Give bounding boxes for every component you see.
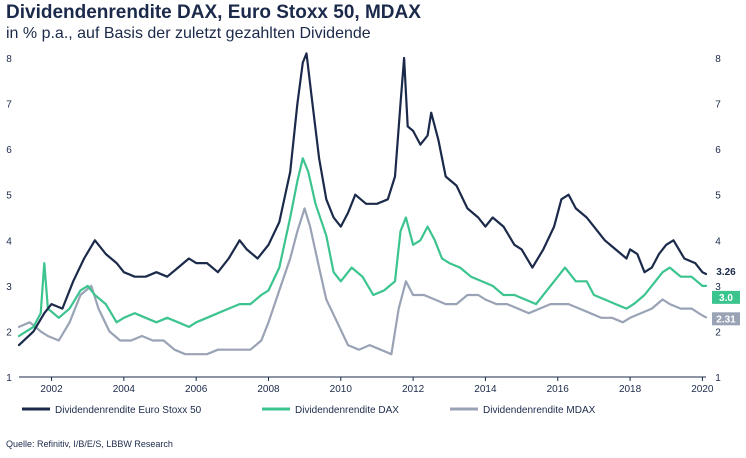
chart-legend: Dividendenrendite Euro Stoxx 50 Dividende… (22, 405, 596, 416)
x-tick-label: 2014 (474, 384, 497, 395)
y-tick-label-left: 7 (6, 100, 12, 111)
series-end-labels: 3.26 3.0 2.31 (712, 265, 740, 326)
y-tick-label-left: 3 (6, 282, 12, 293)
x-tick-label: 2016 (547, 384, 570, 395)
y-tick-label-right: 7 (715, 100, 721, 111)
x-tick-label: 2010 (330, 384, 353, 395)
end-label-eurostoxx50: 3.26 (716, 267, 736, 278)
series-line-dax (17, 157, 708, 338)
end-label-mdax: 2.31 (716, 314, 736, 325)
y-tick-label-right: 5 (715, 191, 721, 202)
x-tick-label: 2012 (402, 384, 425, 395)
y-tick-label-left: 2 (6, 327, 12, 338)
chart-title: Dividendenrendite DAX, Euro Stoxx 50, MD… (6, 2, 421, 23)
y-tick-label-right: 4 (715, 236, 721, 247)
chart-subtitle: in % p.a., auf Basis der zuletzt gezahlt… (6, 25, 371, 42)
y-tick-label-right: 1 (715, 373, 721, 384)
chart-axes: 2002 2004 2006 2008 2010 2012 2014 2016 2018 2020… (6, 54, 721, 395)
y-tick-label-right: 8 (715, 54, 721, 65)
y-tick-label-left: 8 (6, 54, 12, 65)
y-tick-label-left: 6 (6, 145, 12, 156)
x-tick-label: 2018 (619, 384, 642, 395)
y-tick-label-right: 6 (715, 145, 721, 156)
y-tick-label-right: 2 (715, 327, 721, 338)
series-line-eurostoxx50 (17, 52, 708, 347)
chart-series-lines (17, 52, 708, 356)
legend-item-dax: Dividendenrendite DAX (295, 405, 399, 416)
source-note: Quelle: Refinitiv, I/B/E/S, LBBW Researc… (6, 439, 173, 449)
end-label-dax-box (712, 290, 740, 304)
end-label-eurostoxx50-box (712, 265, 740, 279)
end-label-mdax-box (712, 312, 740, 326)
x-tick-label: 2020 (691, 384, 714, 395)
x-tick-label: 2004 (113, 384, 136, 395)
y-tick-label-right: 3 (715, 282, 721, 293)
y-tick-label-left: 4 (6, 236, 12, 247)
x-tick-label: 2008 (257, 384, 280, 395)
end-label-dax: 3.0 (719, 293, 733, 304)
legend-item-eurostoxx50: Dividendenrendite Euro Stoxx 50 (55, 405, 202, 416)
y-tick-label-left: 5 (6, 191, 12, 202)
legend-item-mdax: Dividendenrendite MDAX (483, 405, 596, 416)
y-tick-label-left: 1 (6, 373, 12, 384)
x-tick-label: 2006 (185, 384, 208, 395)
x-tick-label: 2002 (40, 384, 63, 395)
series-line-mdax (17, 207, 708, 356)
